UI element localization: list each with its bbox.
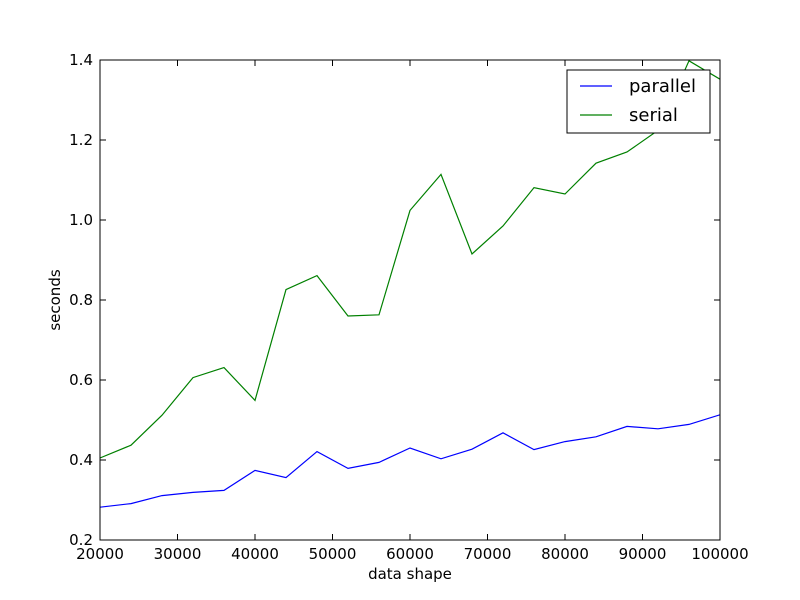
x-tick-label: 50000: [309, 545, 357, 563]
y-tick-label: 0.2: [69, 531, 93, 549]
y-tick-label: 0.8: [69, 291, 93, 309]
x-tick-label: 30000: [154, 545, 202, 563]
legend: parallel serial: [566, 69, 711, 134]
x-tick-label: 70000: [464, 545, 512, 563]
legend-label-serial: serial: [629, 105, 678, 126]
y-tick-label: 0.6: [69, 371, 93, 389]
y-tick-label: 1.0: [69, 211, 93, 229]
x-tick-label: 20000: [76, 545, 124, 563]
x-tick-label: 80000: [541, 545, 589, 563]
y-axis-label: seconds: [46, 269, 64, 330]
x-axis-label: data shape: [368, 565, 452, 583]
y-tick-label: 0.4: [69, 451, 93, 469]
legend-label-parallel: parallel: [629, 76, 696, 97]
plot-frame: [99, 59, 721, 541]
y-tick-label: 1.4: [69, 51, 93, 69]
x-tick-label: 100000: [691, 545, 748, 563]
legend-box: [566, 69, 711, 134]
series-line-serial: [100, 60, 720, 459]
series-line-parallel: [100, 414, 720, 508]
plot-background: [100, 60, 720, 540]
x-tick-label: 90000: [619, 545, 667, 563]
y-tick-label: 1.2: [69, 131, 93, 149]
x-tick-label: 60000: [386, 545, 434, 563]
x-tick-label: 40000: [231, 545, 279, 563]
series-layer: [100, 60, 720, 508]
tick-layer: 20000 30000 40000 50000 60000 70000 80000 90000…: [69, 51, 748, 563]
